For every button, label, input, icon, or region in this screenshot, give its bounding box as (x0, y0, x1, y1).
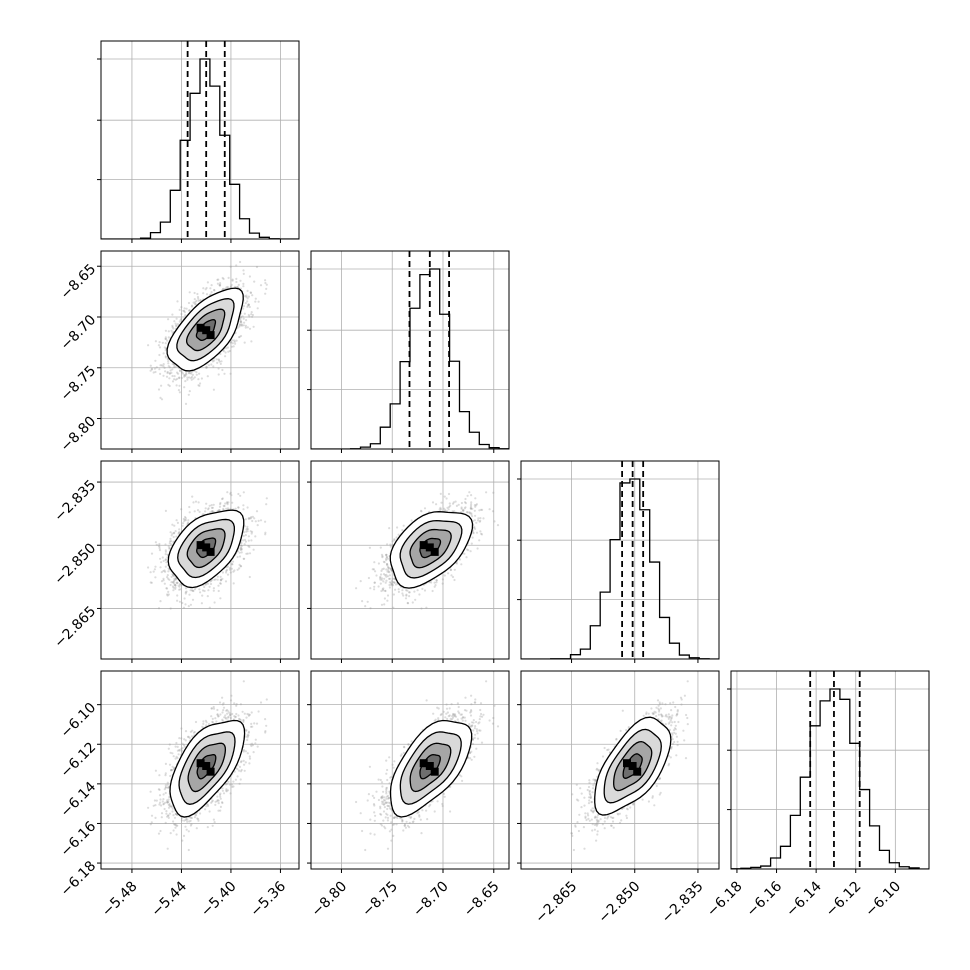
x-tick-label: −6.14 (783, 878, 825, 920)
panel-frame (100, 460, 300, 660)
y-tick-label: −8.75 (58, 363, 100, 405)
x-tick-label: −5.40 (198, 878, 240, 920)
panel-3-0 (97, 670, 300, 873)
histogram-2 (521, 478, 719, 659)
x-tick-label: −8.65 (461, 878, 503, 920)
y-tick-label: −6.14 (58, 779, 100, 821)
y-tick-label: −6.10 (58, 700, 100, 742)
panel-frame (310, 460, 510, 660)
y-tick-label: −8.70 (58, 312, 100, 354)
density-core (196, 323, 215, 340)
y-tick-label: −6.12 (58, 739, 100, 781)
density-core (419, 759, 439, 776)
panel-3-3 (727, 670, 930, 873)
histogram-0 (101, 58, 299, 239)
y-tick-label: −6.16 (58, 818, 100, 860)
panel-2-0 (97, 460, 300, 663)
y-tick-label: −2.835 (51, 477, 99, 525)
x-tick-label: −5.44 (149, 878, 191, 920)
x-tick-label: −6.10 (862, 878, 904, 920)
panel-3-2 (517, 670, 720, 873)
panel-frame (310, 250, 510, 450)
x-tick-label: −2.835 (659, 878, 707, 926)
x-tick-label: −6.16 (744, 878, 786, 920)
panel-frame (100, 670, 300, 870)
panel-3-1 (307, 670, 510, 873)
y-tick-label: −8.80 (58, 413, 100, 455)
histogram-3 (731, 688, 929, 869)
panel-1-0 (97, 250, 300, 453)
panel-2-2 (517, 460, 720, 663)
panel-frame (100, 40, 300, 240)
x-tick-label: −2.865 (532, 878, 580, 926)
x-tick-label: −5.48 (99, 878, 141, 920)
x-tick-label: −8.80 (309, 878, 351, 920)
x-tick-label: −6.18 (704, 878, 746, 920)
x-tick-label: −5.36 (248, 878, 290, 920)
panel-frame (100, 250, 300, 450)
panel-2-1 (307, 460, 510, 663)
panel-frame (310, 670, 510, 870)
x-tick-label: −8.75 (359, 878, 401, 920)
density-core (419, 541, 439, 556)
y-tick-label: −6.18 (58, 858, 100, 900)
density-core (623, 759, 642, 776)
y-tick-label: −2.865 (51, 603, 99, 651)
x-tick-label: −8.70 (410, 878, 452, 920)
panel-frame (520, 670, 720, 870)
panel-frame (520, 460, 720, 660)
panel-frame (730, 670, 930, 870)
panel-1-1 (307, 250, 510, 453)
density-core (196, 759, 215, 776)
x-tick-label: −2.850 (596, 878, 644, 926)
y-tick-label: −2.850 (51, 540, 99, 588)
y-tick-label: −8.65 (58, 261, 100, 303)
x-tick-label: −6.12 (823, 878, 865, 920)
density-core (196, 541, 215, 556)
panel-0-0 (97, 40, 300, 243)
